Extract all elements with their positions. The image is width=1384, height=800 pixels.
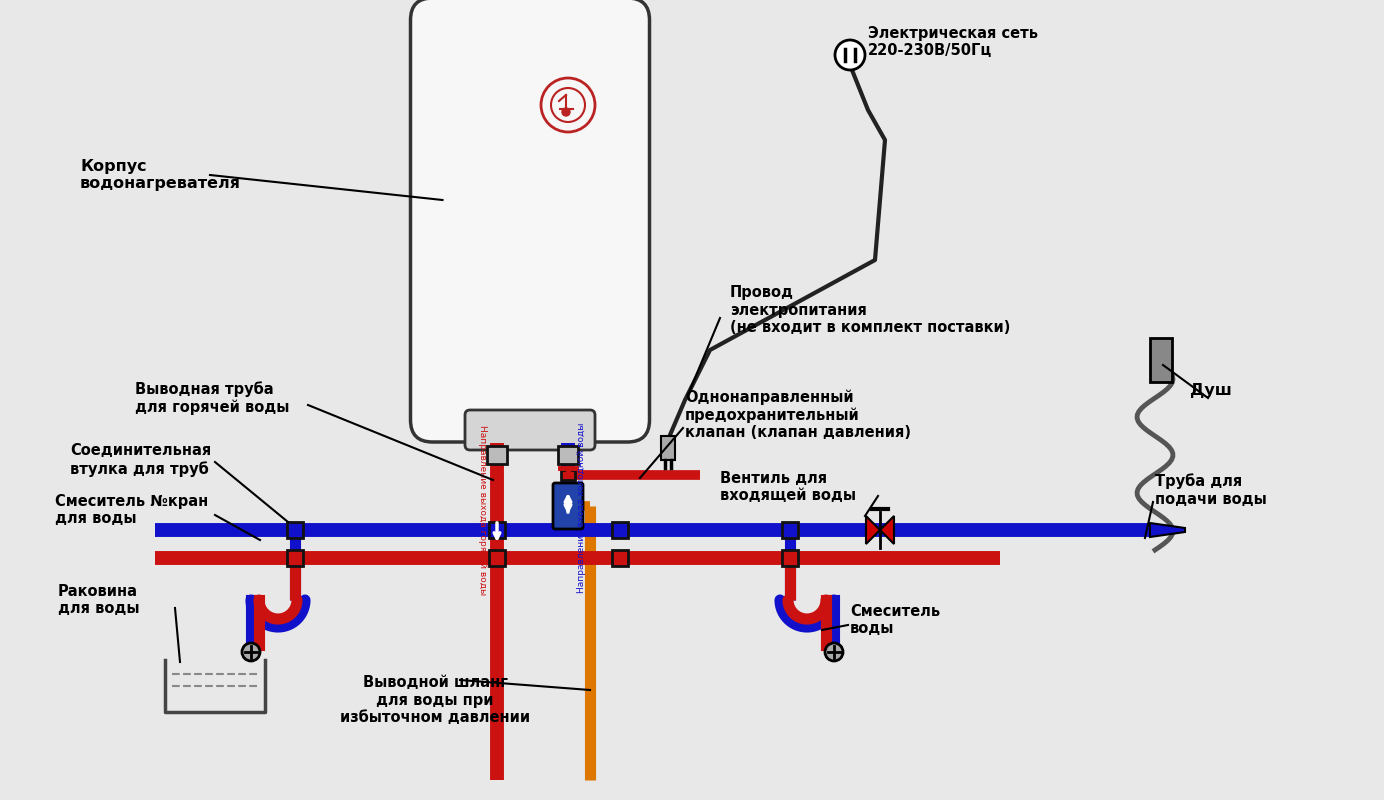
Bar (662, 436, 675, 460)
Bar (561, 470, 574, 480)
Bar (782, 550, 799, 566)
Text: Направление выхода горячей воды: Направление выхода горячей воды (479, 425, 487, 595)
Bar (558, 446, 579, 464)
Bar (612, 522, 628, 538)
Text: Душ: Душ (1190, 382, 1232, 398)
Text: Направление входа холодной воды: Направление входа холодной воды (577, 423, 587, 593)
Bar (286, 522, 303, 538)
FancyBboxPatch shape (554, 483, 583, 529)
Bar (1150, 338, 1172, 382)
Text: Смеситель
воды: Смеситель воды (850, 604, 940, 636)
Circle shape (835, 40, 865, 70)
Text: Выводной шланг
для воды при
избыточном давлении: Выводной шланг для воды при избыточном д… (340, 675, 530, 725)
Bar (489, 522, 505, 538)
Text: Соединительная
втулка для труб: Соединительная втулка для труб (71, 443, 212, 477)
Text: Вентиль для
входящей воды: Вентиль для входящей воды (720, 470, 855, 503)
Circle shape (541, 78, 595, 132)
Polygon shape (1150, 523, 1185, 537)
Circle shape (242, 643, 260, 661)
Bar (286, 550, 303, 566)
Text: Раковина
для воды: Раковина для воды (58, 584, 140, 616)
Text: Провод
электропитания
(не входит в комплект поставки): Провод электропитания (не входит в компл… (729, 285, 1010, 335)
Text: Выводная труба
для горячей воды: Выводная труба для горячей воды (136, 381, 289, 415)
Bar (489, 550, 505, 566)
Bar (487, 446, 507, 464)
Bar (782, 522, 799, 538)
Circle shape (551, 88, 585, 122)
Text: Электрическая сеть
220-230В/50Гц: Электрическая сеть 220-230В/50Гц (868, 26, 1038, 58)
Text: Смеситель №кран
для воды: Смеситель №кран для воды (55, 494, 208, 526)
FancyBboxPatch shape (411, 0, 649, 442)
Circle shape (562, 108, 570, 116)
Bar (612, 550, 628, 566)
Text: Труба для
подачи воды: Труба для подачи воды (1156, 474, 1266, 506)
Text: Однонаправленный
предохранительный
клапан (клапан давления): Однонаправленный предохранительный клапа… (685, 390, 911, 441)
FancyBboxPatch shape (465, 410, 595, 450)
Circle shape (825, 643, 843, 661)
Polygon shape (866, 516, 880, 544)
Polygon shape (880, 516, 894, 544)
Text: Корпус
водонагревателя: Корпус водонагревателя (80, 158, 241, 191)
